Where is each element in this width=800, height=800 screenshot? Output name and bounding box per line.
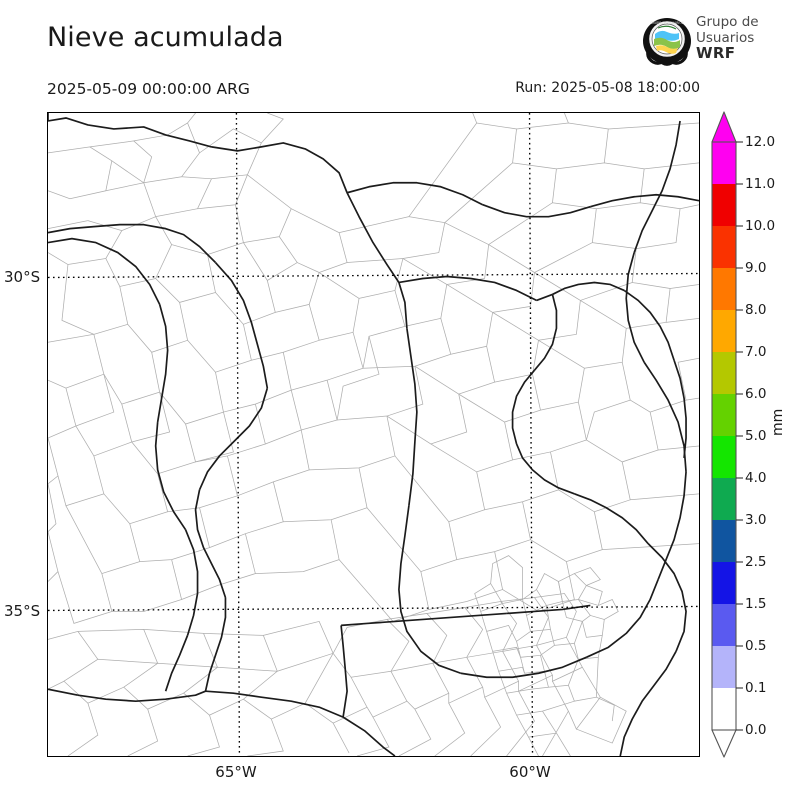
colorbar-bands xyxy=(712,142,736,731)
logo-text: Grupo de Usuarios WRF xyxy=(696,14,759,62)
colorbar-extend-max-arrow xyxy=(711,111,737,143)
lon-tick-label-60W: 60°W xyxy=(509,763,551,781)
colorbar-band xyxy=(712,646,736,689)
colorbar-tick-label: 8.0 xyxy=(745,302,767,318)
colorbar-tick-label: 12.0 xyxy=(745,134,776,150)
colorbar-band xyxy=(712,352,736,395)
colorbar-band xyxy=(712,310,736,353)
colorbar-extend-min-arrow xyxy=(711,729,737,758)
globe-emblem-icon: GRUPO DE USUARIOS xyxy=(643,18,691,66)
colorbar-band xyxy=(712,604,736,647)
valid-time-label: 2025-05-09 00:00:00 ARG xyxy=(47,80,250,98)
colorbar-tick-label: 5.0 xyxy=(745,428,767,444)
colorbar-tick-label: 11.0 xyxy=(745,176,776,192)
colorbar-tick-label: 4.0 xyxy=(745,470,767,486)
map-plot-area[interactable] xyxy=(47,112,700,757)
logo-line-1: Grupo de xyxy=(696,14,759,30)
colorbar-tick-label: 6.0 xyxy=(745,386,767,402)
colorbar-tick-label: 0.0 xyxy=(745,722,767,738)
colorbar-band xyxy=(712,436,736,479)
map-background xyxy=(48,113,699,756)
lat-tick-label-35S: 35°S xyxy=(4,602,41,620)
colorbar-tick-label: 7.0 xyxy=(745,344,767,360)
colorbar-band xyxy=(712,142,736,185)
brand-logo: GRUPO DE USUARIOS Grupo de Usuarios WRF xyxy=(640,14,800,72)
lat-tick-label-30S: 30°S xyxy=(4,268,41,286)
gridline-lat-30 xyxy=(48,272,699,279)
colorbar-tick-label: 9.0 xyxy=(745,260,767,276)
map-canvas xyxy=(48,113,699,756)
colorbar-band xyxy=(712,394,736,437)
colorbar-tick-label: 3.0 xyxy=(745,512,767,528)
colorbar-band xyxy=(712,688,736,731)
colorbar-tick-label: 10.0 xyxy=(745,218,776,234)
colorbar[interactable] xyxy=(711,111,743,758)
gridlines xyxy=(48,113,699,756)
page-title: Nieve acumulada xyxy=(47,22,284,53)
colorbar-band xyxy=(712,268,736,311)
province-boundaries xyxy=(48,113,699,756)
logo-line-2: Usuarios xyxy=(696,29,755,46)
colorbar-band xyxy=(712,562,736,605)
colorbar-unit-label: mm xyxy=(770,408,786,436)
colorbar-band xyxy=(712,520,736,563)
colorbar-ticks xyxy=(736,141,743,731)
colorbar-tick-label: 0.1 xyxy=(745,680,767,696)
colorbar-band xyxy=(712,226,736,269)
logo-line-3: WRF xyxy=(696,44,736,62)
colorbar-canvas xyxy=(711,111,743,758)
gridline-lat-35 xyxy=(48,605,699,612)
lon-tick-label-65W: 65°W xyxy=(215,763,257,781)
department-boundaries xyxy=(48,113,699,756)
colorbar-band xyxy=(712,478,736,521)
run-time-label: Run: 2025-05-08 18:00:00 xyxy=(515,80,700,96)
colorbar-tick-label: 0.5 xyxy=(745,638,767,654)
svg-text:GRUPO DE USUARIOS: GRUPO DE USUARIOS xyxy=(650,21,684,25)
colorbar-tick-label: 1.5 xyxy=(745,596,767,612)
colorbar-band xyxy=(712,184,736,227)
colorbar-tick-label: 2.5 xyxy=(745,554,767,570)
